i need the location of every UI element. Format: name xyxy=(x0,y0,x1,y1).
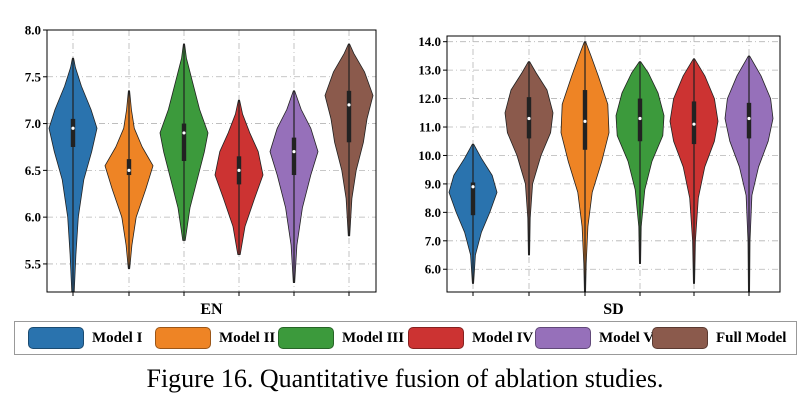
legend-item-model-vi: Model VI xyxy=(535,326,660,350)
iqr-box-en-model-vi xyxy=(291,137,297,176)
y-tick-label: 13.0 xyxy=(418,63,441,78)
median-en-model-vi xyxy=(292,150,296,154)
iqr-box-en-model-ii xyxy=(126,159,132,176)
median-sd-model-iii xyxy=(638,116,642,121)
median-sd-model-i xyxy=(471,185,475,189)
x-axis-label-sd: SD xyxy=(603,301,623,318)
y-tick-label: 9.0 xyxy=(425,176,441,191)
legend-item-full-model: Full Model xyxy=(652,326,786,350)
y-tick-label: 7.5 xyxy=(25,69,42,84)
legend-label-model-iii: Model III xyxy=(342,329,405,346)
legend-swatch-model-vi xyxy=(535,327,591,349)
median-en-model-iii xyxy=(182,131,186,135)
legend-swatch-model-iii xyxy=(278,327,334,349)
violin-chart-sd: 6.0 7.0 8.0 9.0 10.0 11.0 12.0 13.0 14.0 SD xyxy=(418,34,781,318)
legend-label-full-model: Full Model xyxy=(716,329,787,346)
legend-label-model-i: Model I xyxy=(92,329,143,346)
y-tick-label: 6.0 xyxy=(25,210,41,225)
legend-swatch-full-model xyxy=(652,327,708,349)
median-sd-full-model xyxy=(527,116,531,121)
figure-canvas: 5.5 6.0 6.5 7.0 7.5 8.0 EN 6.0 7.0 8.0 9.0 10.0 11.0… xyxy=(25,23,781,318)
median-en-model-iv xyxy=(237,168,241,172)
y-tick-label: 6.5 xyxy=(25,163,42,178)
plot-frame-sd xyxy=(446,35,781,293)
median-en-model-i xyxy=(71,126,75,130)
y-tick-label: 14.0 xyxy=(418,34,441,49)
iqr-box-sd-model-i xyxy=(470,182,476,216)
plot-frame-en xyxy=(46,29,377,293)
iqr-box-en-full-model xyxy=(346,90,352,143)
y-tick-label: 5.5 xyxy=(25,256,42,271)
median-en-model-ii xyxy=(127,168,131,172)
y-tick-label: 7.0 xyxy=(425,233,441,248)
legend-swatch-model-i xyxy=(28,327,84,349)
iqr-box-sd-model-vi xyxy=(746,102,752,139)
legend-item-model-iv: Model IV xyxy=(408,326,533,350)
iqr-box-en-model-iii xyxy=(181,123,187,161)
median-sd-model-iv xyxy=(692,122,696,126)
legend-label-model-iv: Model IV xyxy=(472,329,534,346)
y-tick-label: 10.0 xyxy=(418,148,441,163)
median-sd-model-ii xyxy=(583,119,587,123)
legend-swatch-model-ii xyxy=(155,327,211,349)
legend-item-model-iii: Model III xyxy=(278,326,404,350)
legend: Model I Model II Model III Model IV Mode… xyxy=(14,321,797,355)
y-tick-label: 6.0 xyxy=(425,262,441,277)
median-sd-model-vi xyxy=(747,116,751,121)
y-tick-label: 8.0 xyxy=(425,205,441,220)
y-tick-label: 7.0 xyxy=(25,116,41,131)
y-tick-label: 8.0 xyxy=(25,23,41,38)
legend-item-model-ii: Model II xyxy=(155,326,275,350)
figure-caption: Figure 16. Quantitative fusion of ablati… xyxy=(146,364,664,393)
legend-swatch-model-iv xyxy=(408,327,464,349)
y-tick-label: 12.0 xyxy=(418,91,441,106)
y-tick-label: 11.0 xyxy=(419,120,441,135)
legend-label-model-vi: Model VI xyxy=(599,329,660,346)
iqr-box-en-model-i xyxy=(70,118,76,147)
violin-chart-en: 5.5 6.0 6.5 7.0 7.5 8.0 EN xyxy=(25,23,377,318)
median-en-full-model xyxy=(347,103,351,107)
legend-label-model-ii: Model II xyxy=(219,329,276,346)
legend-item-model-i: Model I xyxy=(28,326,142,350)
x-axis-label-en: EN xyxy=(200,301,223,318)
